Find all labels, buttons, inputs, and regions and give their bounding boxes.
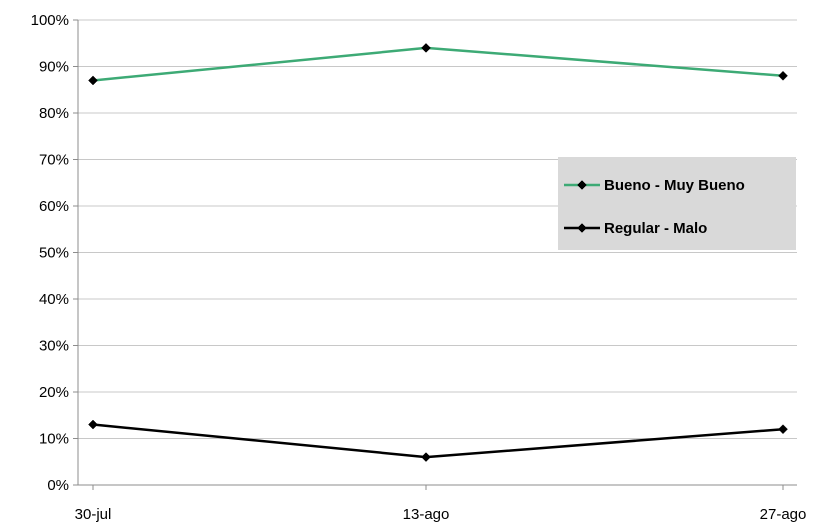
y-tick-label: 80% bbox=[39, 105, 69, 122]
data-point-marker bbox=[421, 43, 431, 53]
legend-marker-1 bbox=[577, 180, 587, 190]
data-point-marker bbox=[778, 424, 788, 435]
y-tick-labels: 0% 10% 20% 30% 40% 50% 60% 70% 80% 90% 100% bbox=[31, 12, 69, 494]
y-tick-label: 0% bbox=[47, 477, 69, 494]
legend-label-1: Bueno - Muy Bueno bbox=[604, 177, 745, 194]
data-point-marker bbox=[778, 70, 788, 81]
legend-marker-2 bbox=[577, 223, 587, 233]
y-tick-label: 40% bbox=[39, 291, 69, 308]
legend-box bbox=[558, 157, 796, 250]
x-tick-label: 27-ago bbox=[760, 506, 807, 523]
data-point-marker bbox=[421, 452, 431, 462]
y-tick-label: 100% bbox=[31, 12, 69, 29]
gridlines bbox=[78, 19, 797, 439]
series-group bbox=[88, 43, 788, 462]
data-point-marker bbox=[88, 75, 98, 86]
y-tick-label: 50% bbox=[39, 245, 69, 262]
axes bbox=[73, 19, 797, 490]
x-tick-label: 13-ago bbox=[403, 506, 450, 523]
legend: Bueno - Muy Bueno Regular - Malo bbox=[558, 157, 796, 250]
data-point-marker bbox=[88, 419, 98, 430]
y-tick-label: 90% bbox=[39, 59, 69, 76]
series-line-2 bbox=[92, 423, 784, 459]
y-tick-label: 70% bbox=[39, 152, 69, 169]
y-tick-label: 30% bbox=[39, 338, 69, 355]
y-tick-label: 10% bbox=[39, 431, 69, 448]
y-tick-label: 20% bbox=[39, 384, 69, 401]
x-tick-label: 30-jul bbox=[75, 506, 112, 523]
legend-label-2: Regular - Malo bbox=[604, 220, 707, 237]
y-tick-label: 60% bbox=[39, 198, 69, 215]
series-line-1 bbox=[92, 46, 784, 82]
x-tick-labels: 30-jul 13-ago 27-ago bbox=[75, 506, 807, 523]
